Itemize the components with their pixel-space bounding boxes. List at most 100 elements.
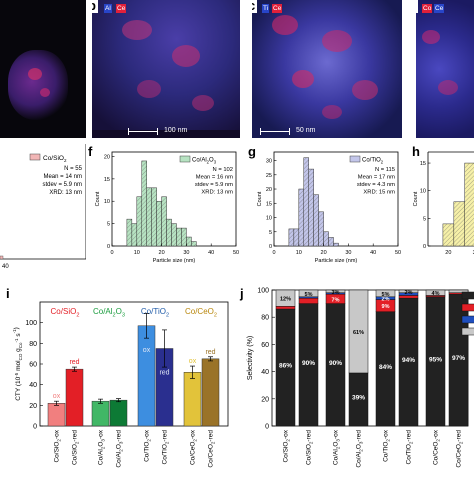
- selectivity-chart-svg: 0 20 40 60 80 100 Selectivity (%) 86% 12% Co/SiO2…: [247, 288, 474, 468]
- segment-label: 61%: [353, 330, 364, 336]
- y-tick-label: 40: [261, 369, 269, 376]
- y-tick-label: 15: [420, 161, 426, 167]
- y-tick-label: 0: [33, 424, 37, 431]
- selectivity-segment: [298, 289, 319, 298]
- histogram-bar: [171, 223, 177, 247]
- segment-label: 9%: [382, 304, 390, 310]
- y-tick-label: 20: [104, 154, 110, 160]
- x-tick-label: 30: [345, 250, 351, 256]
- cty-bar: [65, 368, 84, 427]
- cty-bar: [137, 325, 156, 427]
- x-tick-label: 20: [159, 250, 165, 256]
- legend-swatch-g: [349, 155, 361, 163]
- y-tick-label: 30: [266, 159, 272, 165]
- element-tag-ti: Ti: [262, 4, 270, 13]
- histogram-bar: [151, 187, 157, 247]
- segment-label: 39%: [352, 394, 365, 401]
- y-axis-label: Count: [413, 191, 419, 206]
- y-tick-label: 10: [266, 216, 272, 222]
- segment-label: 86%: [279, 363, 292, 370]
- cty-bar: [183, 372, 202, 427]
- y-tick-label: 20: [266, 187, 272, 193]
- x-tick-label: Co/SiO2-red: [72, 430, 80, 465]
- y-tick-label: 15: [266, 201, 272, 207]
- histogram-bar: [303, 157, 309, 247]
- stat-line: Mean = 16 nm: [196, 175, 233, 181]
- y-tick-label: 0: [265, 424, 269, 431]
- selectivity-chart-j: j 0 20 40 60 80 100 Selectivity (%) 86% 12% Co/Si…: [236, 282, 474, 474]
- histogram-bar: [328, 237, 334, 247]
- x-axis-label: Particle size (nm): [153, 258, 196, 264]
- histogram-bar: [141, 160, 147, 247]
- group-header: Co/Al2O3: [93, 307, 125, 318]
- histogram-bar: [298, 188, 305, 247]
- y-tick-label: 60: [261, 342, 269, 349]
- panel-label-c: c: [252, 0, 258, 13]
- histogram-e: Co/SiO2 N = 55 Mean = 14 nm stdev = 5.9 …: [0, 144, 87, 274]
- stat-line: Mean = 17 nm: [358, 175, 395, 181]
- segment-label: 84%: [379, 364, 392, 371]
- segment-label: 5%: [382, 292, 390, 298]
- x-tick-label: Co/CeO2-ox: [433, 429, 441, 465]
- panel-label-d: d: [416, 0, 418, 13]
- segment-label: 7%: [332, 297, 340, 303]
- x-axis-label: Particle size (nm): [315, 258, 358, 264]
- x-tick-label: Co/SiO2-ox: [54, 429, 62, 462]
- segment-label: 90%: [302, 360, 315, 367]
- bar-label: red: [159, 370, 169, 377]
- y-tick-label: 80: [29, 341, 37, 348]
- segment-label: 4%: [432, 291, 440, 297]
- selectivity-segment: [325, 289, 346, 293]
- y-tick-label: 100: [25, 320, 37, 327]
- histogram-bar: [131, 223, 138, 247]
- x-tick-label: 30: [473, 250, 474, 256]
- histogram-g-svg: 0 5 10 15 20 25 30 0 10 20 30 40 50 Particle size (nm…: [257, 151, 401, 264]
- stats-e: N = 55 Mean = 14 nm stdev = 5.9 nm XRD: …: [42, 166, 82, 196]
- histogram-bar: [308, 168, 314, 247]
- histogram-bar: [186, 236, 192, 247]
- scale-bar-c: [260, 128, 290, 135]
- histogram-bar: [126, 218, 133, 247]
- x-tick-label: 0: [272, 250, 275, 256]
- x-tick-label: Co/TiO2-ox: [383, 429, 391, 462]
- y-tick-label: 25: [266, 173, 272, 179]
- x-tick-label: 10: [296, 250, 302, 256]
- histogram-bar: [191, 241, 197, 247]
- legend-swatch: [461, 303, 474, 312]
- x-tick-label: Co/SiO2-red: [306, 430, 314, 465]
- segment-label: 90%: [329, 360, 342, 367]
- segment-label: 97%: [452, 355, 465, 362]
- histogram-bar: [136, 196, 143, 247]
- segment-label: 3%: [332, 290, 340, 296]
- selectivity-segment: [298, 297, 319, 304]
- histogram-h: h 0 5 10 15 20 30 Count: [412, 144, 474, 274]
- element-tag-ce: Ce: [272, 4, 283, 13]
- x-tick-label: 30: [183, 250, 189, 256]
- x-tick-label: 20: [445, 250, 451, 256]
- legend-swatch-e: [29, 153, 41, 161]
- stat-line: stdev = 4.3 nm: [357, 182, 395, 188]
- y-axis-label: Count: [257, 191, 263, 206]
- segment-label: 94%: [402, 357, 415, 364]
- stat-n: N = 55: [64, 166, 83, 172]
- selectivity-segment: [425, 289, 446, 296]
- legend-swatch-f: [179, 155, 191, 163]
- panel-label-h: h: [412, 144, 420, 159]
- x-tick-label: Co/SiO2-ox: [283, 429, 291, 462]
- stat-line: XRD: 13 nm: [201, 190, 233, 196]
- histogram-h-svg: 0 5 10 15 20 30 Count: [413, 151, 474, 256]
- histogram-bar: [323, 231, 329, 247]
- x-tick-label: Co/CeO2-red: [456, 430, 464, 468]
- x-tick-label: Co/TiO2-red: [406, 430, 414, 465]
- histogram-e-svg: Co/SiO2 N = 55 Mean = 14 nm stdev = 5.9 …: [0, 144, 87, 270]
- legend-swatch: [461, 315, 474, 324]
- selectivity-segment: [448, 289, 469, 293]
- histogram-bar: [161, 196, 167, 247]
- x-tick-label: Co/TiO2-ox: [144, 429, 152, 462]
- cty-bar: [109, 399, 128, 427]
- micrograph-a: [0, 0, 86, 138]
- y-tick-label: 10: [420, 189, 426, 195]
- histogram-f: f 0 5 10 15 20 0 10 20 30 40 50 Particle size (nm) C…: [88, 144, 240, 274]
- y-axis-label: Count: [95, 191, 101, 206]
- segment-label: 2%: [382, 297, 390, 303]
